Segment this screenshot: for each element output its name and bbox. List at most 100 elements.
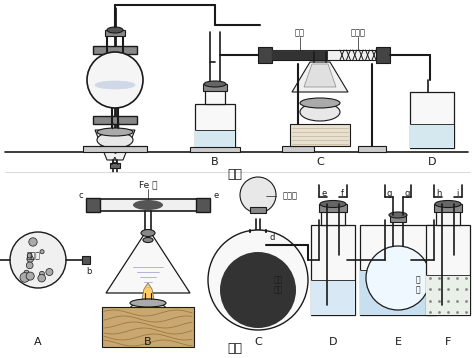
Circle shape (46, 268, 53, 276)
Bar (102, 307, 194, 347)
Polygon shape (95, 130, 135, 160)
Circle shape (27, 256, 33, 262)
Bar (272, 50, 328, 60)
Ellipse shape (143, 237, 153, 242)
Text: C: C (254, 337, 262, 347)
Ellipse shape (204, 81, 226, 87)
Bar (190, 147, 240, 152)
Circle shape (10, 232, 66, 288)
Circle shape (40, 250, 44, 254)
Text: 浓盐酸: 浓盐酸 (283, 192, 298, 200)
Ellipse shape (389, 212, 407, 218)
Ellipse shape (141, 229, 155, 237)
Text: 冷
水: 冷 水 (416, 275, 421, 295)
Circle shape (39, 271, 45, 276)
Bar (195, 130, 235, 148)
Bar (250, 207, 266, 213)
Text: d: d (270, 233, 275, 242)
Circle shape (87, 52, 143, 108)
Bar (203, 84, 227, 91)
Ellipse shape (251, 230, 265, 236)
Text: E: E (395, 337, 401, 347)
Bar (258, 47, 272, 63)
Ellipse shape (133, 200, 163, 210)
Bar (410, 92, 454, 148)
Circle shape (38, 274, 46, 282)
Bar (82, 256, 90, 264)
Ellipse shape (95, 81, 135, 89)
Circle shape (27, 253, 32, 258)
Bar (360, 270, 436, 315)
Bar (110, 163, 120, 168)
Bar (254, 235, 262, 240)
Text: 高锰
酸钾: 高锰 酸钾 (274, 275, 283, 295)
Circle shape (220, 252, 296, 328)
Ellipse shape (107, 27, 123, 33)
Bar (426, 275, 470, 315)
Text: F: F (445, 337, 451, 347)
Ellipse shape (130, 302, 166, 316)
Ellipse shape (130, 299, 166, 307)
Bar (358, 146, 386, 152)
Bar (93, 116, 137, 124)
Bar (105, 30, 125, 36)
Circle shape (24, 270, 29, 275)
Text: b: b (86, 267, 92, 276)
Text: g: g (386, 189, 392, 198)
Bar (319, 204, 347, 212)
Polygon shape (106, 233, 190, 293)
Ellipse shape (97, 132, 133, 148)
Circle shape (26, 272, 34, 280)
Polygon shape (304, 64, 336, 87)
Bar (290, 124, 350, 146)
Bar (436, 210, 460, 225)
Text: g: g (404, 189, 409, 198)
Polygon shape (142, 283, 154, 299)
Text: B: B (144, 337, 152, 347)
Text: Fe 粉: Fe 粉 (139, 180, 157, 189)
Text: C: C (316, 157, 324, 167)
Circle shape (208, 230, 308, 330)
Circle shape (26, 262, 33, 269)
Polygon shape (292, 62, 348, 92)
Bar (410, 124, 454, 148)
Text: A: A (34, 337, 42, 347)
Bar (196, 198, 210, 212)
Text: 图乙: 图乙 (228, 342, 243, 354)
Bar (311, 280, 355, 315)
Bar (93, 46, 137, 54)
Bar (434, 204, 462, 212)
Text: i: i (456, 189, 458, 198)
Text: f: f (341, 189, 343, 198)
Bar (311, 225, 355, 315)
Ellipse shape (300, 98, 340, 108)
Text: D: D (428, 157, 436, 167)
Circle shape (29, 238, 37, 246)
Text: 图甲: 图甲 (228, 168, 243, 180)
Text: e: e (213, 190, 218, 199)
Circle shape (20, 272, 29, 282)
Circle shape (366, 246, 430, 310)
Bar (86, 198, 100, 212)
Text: A: A (111, 157, 119, 167)
Bar (426, 225, 470, 315)
Bar (272, 50, 376, 60)
Text: 铁粉: 铁粉 (295, 29, 305, 38)
Bar (195, 104, 235, 148)
Ellipse shape (97, 128, 133, 136)
Bar (282, 146, 314, 152)
Text: e: e (322, 189, 327, 198)
Text: D: D (329, 337, 337, 347)
Ellipse shape (300, 103, 340, 121)
Polygon shape (111, 114, 119, 122)
Bar (205, 90, 225, 104)
Circle shape (240, 177, 276, 213)
Text: h: h (437, 189, 442, 198)
Ellipse shape (320, 200, 346, 208)
Text: B: B (211, 157, 219, 167)
Bar (360, 225, 436, 315)
Text: c: c (78, 190, 83, 199)
Bar (376, 47, 390, 63)
Bar (83, 146, 147, 152)
Bar (93, 199, 203, 211)
